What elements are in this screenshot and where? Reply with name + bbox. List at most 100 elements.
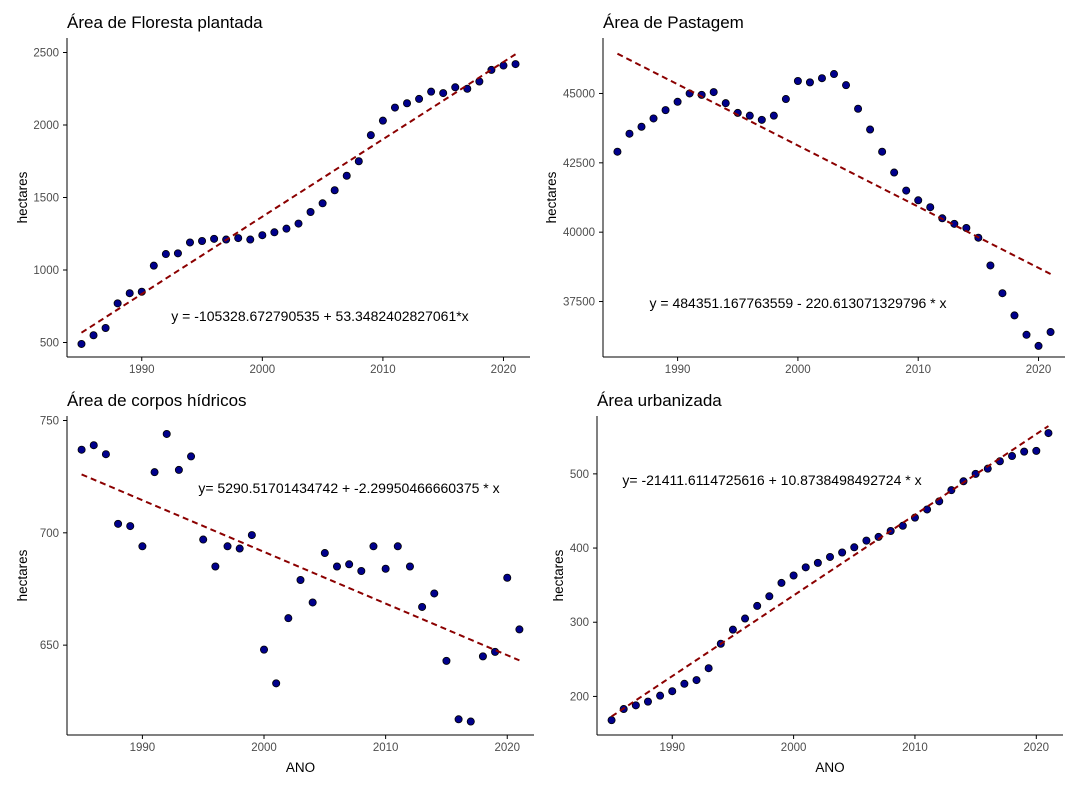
data-point bbox=[247, 531, 256, 540]
data-point bbox=[777, 578, 786, 587]
y-tick-label: 500 bbox=[40, 338, 59, 350]
data-point bbox=[320, 549, 329, 558]
y-tick-label: 40000 bbox=[563, 227, 595, 239]
regression-equation: y= 5290.51701434742 + -2.29950466660375 … bbox=[198, 480, 499, 496]
data-point bbox=[198, 236, 207, 245]
data-point bbox=[185, 238, 194, 247]
data-point bbox=[1010, 311, 1019, 320]
data-point bbox=[405, 562, 414, 571]
data-point bbox=[1032, 446, 1041, 455]
x-tick-label: 2010 bbox=[902, 742, 928, 754]
data-point bbox=[983, 464, 992, 473]
data-point bbox=[149, 261, 158, 270]
data-point bbox=[272, 679, 281, 688]
chart-title: Área de corpos hídricos bbox=[67, 391, 247, 410]
data-point bbox=[415, 94, 424, 103]
data-point bbox=[366, 131, 375, 140]
data-point bbox=[162, 429, 171, 438]
data-point bbox=[234, 234, 243, 243]
data-point bbox=[187, 452, 196, 461]
x-tick-label: 1990 bbox=[665, 364, 691, 376]
x-tick-label: 2010 bbox=[373, 742, 399, 754]
x-tick-label: 2020 bbox=[1026, 364, 1052, 376]
data-point bbox=[890, 168, 899, 177]
data-point bbox=[89, 441, 98, 450]
data-point bbox=[77, 339, 86, 348]
x-tick-label: 2020 bbox=[1024, 742, 1050, 754]
data-point bbox=[826, 552, 835, 561]
trend-line bbox=[81, 473, 520, 662]
data-point bbox=[613, 147, 622, 156]
x-tick-label: 1990 bbox=[659, 742, 685, 754]
data-point bbox=[673, 97, 682, 106]
data-point bbox=[427, 87, 436, 96]
data-point bbox=[454, 715, 463, 724]
data-point bbox=[439, 89, 448, 98]
data-point bbox=[709, 88, 718, 97]
data-point bbox=[668, 687, 677, 696]
regression-equation: y = -105328.672790535 + 53.3482402827061… bbox=[171, 308, 468, 324]
data-point bbox=[1020, 447, 1029, 456]
data-point bbox=[813, 558, 822, 567]
data-point bbox=[354, 157, 363, 166]
data-point bbox=[986, 261, 995, 270]
y-tick-label: 2000 bbox=[33, 120, 59, 132]
data-point bbox=[838, 548, 847, 557]
data-point bbox=[173, 249, 182, 258]
x-tick-label: 2000 bbox=[251, 742, 277, 754]
data-point bbox=[211, 562, 220, 571]
data-point bbox=[475, 77, 484, 86]
data-point bbox=[704, 664, 713, 673]
data-point bbox=[607, 716, 616, 725]
data-point bbox=[656, 691, 665, 700]
data-point bbox=[637, 122, 646, 131]
data-point bbox=[769, 111, 778, 120]
data-point bbox=[113, 299, 122, 308]
data-point bbox=[246, 235, 255, 244]
x-tick-label: 1990 bbox=[130, 742, 156, 754]
data-point bbox=[270, 228, 279, 237]
data-point bbox=[765, 592, 774, 601]
data-point bbox=[902, 186, 911, 195]
x-tick-label: 2020 bbox=[491, 364, 517, 376]
y-tick-label: 500 bbox=[570, 469, 589, 481]
data-point bbox=[728, 625, 737, 634]
data-point bbox=[478, 652, 487, 661]
data-point bbox=[125, 289, 134, 298]
data-point bbox=[418, 602, 427, 611]
x-tick-label: 2010 bbox=[905, 364, 931, 376]
y-tick-label: 1500 bbox=[33, 193, 59, 205]
trend-line bbox=[611, 425, 1049, 718]
data-point bbox=[817, 74, 826, 83]
data-point bbox=[757, 115, 766, 124]
y-tick-label: 200 bbox=[570, 691, 589, 703]
data-point bbox=[1022, 330, 1031, 339]
chart-panel-2: Área de Pastagem 1990 2000 2010 2020 37500 400… bbox=[544, 13, 1065, 376]
data-point bbox=[126, 522, 135, 531]
data-point bbox=[643, 697, 652, 706]
data-point bbox=[235, 544, 244, 553]
y-tick-label: 37500 bbox=[563, 297, 595, 309]
data-point bbox=[114, 519, 123, 528]
data-point bbox=[631, 701, 640, 710]
data-point bbox=[753, 601, 762, 610]
y-axis-label: hectares bbox=[544, 171, 559, 223]
data-point bbox=[995, 457, 1004, 466]
data-point bbox=[282, 224, 291, 233]
y-tick-label: 45000 bbox=[563, 88, 595, 100]
data-point bbox=[150, 468, 159, 477]
data-point bbox=[174, 465, 183, 474]
data-point bbox=[403, 99, 412, 108]
data-point bbox=[369, 542, 378, 551]
data-point bbox=[649, 114, 658, 123]
x-tick-label: 2000 bbox=[785, 364, 811, 376]
chart-title: Área de Floresta plantada bbox=[67, 13, 263, 32]
data-point bbox=[306, 207, 315, 216]
data-point bbox=[294, 219, 303, 228]
data-point bbox=[781, 95, 790, 104]
data-point bbox=[101, 323, 110, 332]
data-point bbox=[866, 125, 875, 134]
data-point bbox=[199, 535, 208, 544]
data-point bbox=[381, 564, 390, 573]
data-point bbox=[1008, 452, 1017, 461]
